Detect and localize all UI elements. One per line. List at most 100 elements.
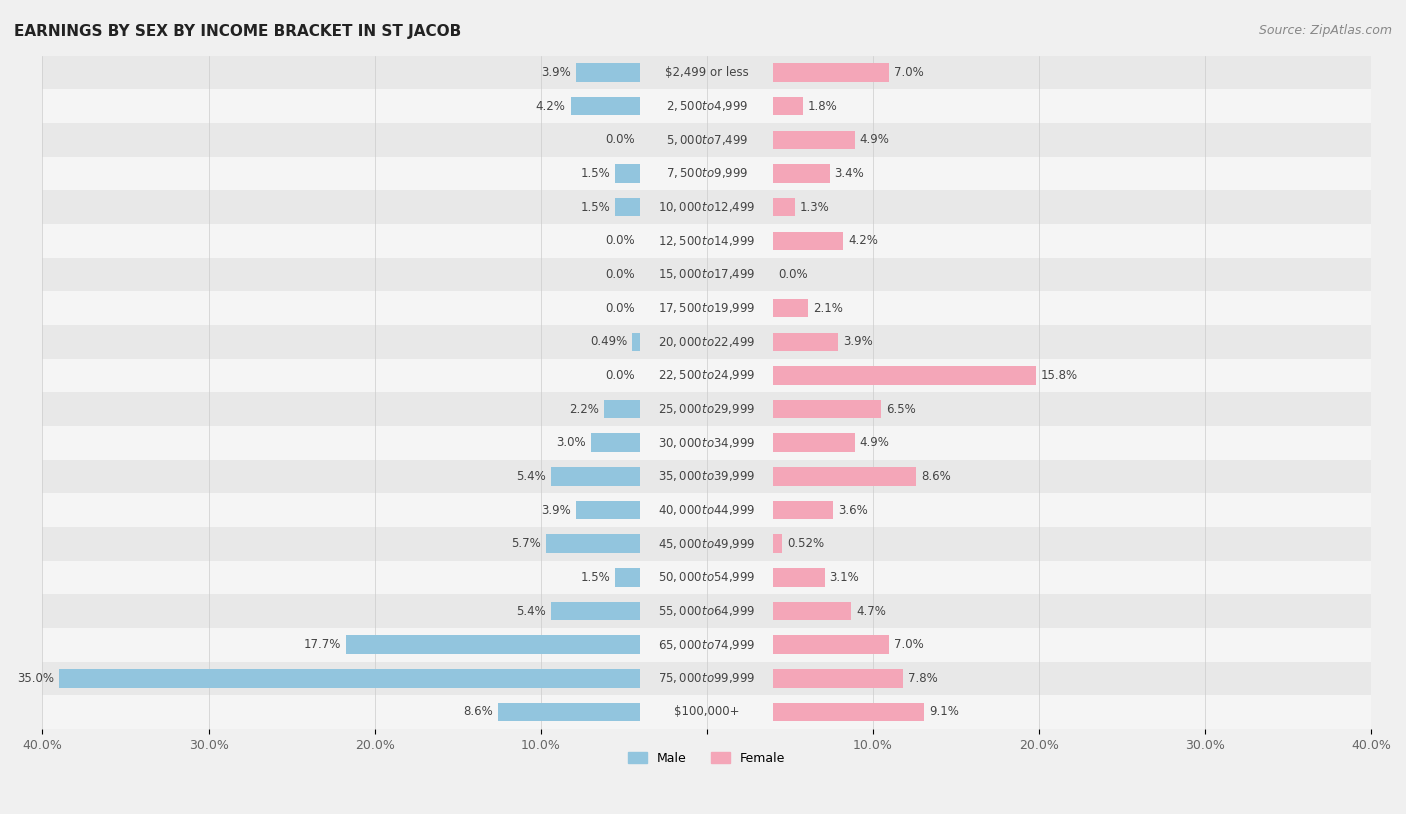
Text: 1.5%: 1.5%: [581, 167, 610, 180]
Text: EARNINGS BY SEX BY INCOME BRACKET IN ST JACOB: EARNINGS BY SEX BY INCOME BRACKET IN ST …: [14, 24, 461, 39]
Text: 8.6%: 8.6%: [921, 470, 950, 483]
Text: 4.2%: 4.2%: [536, 99, 565, 112]
Text: 5.4%: 5.4%: [516, 605, 546, 618]
Bar: [42, 460, 1371, 493]
Text: $50,000 to $54,999: $50,000 to $54,999: [658, 571, 755, 584]
Bar: [42, 662, 1371, 695]
Bar: [42, 190, 1371, 224]
Text: $22,500 to $24,999: $22,500 to $24,999: [658, 369, 755, 383]
Text: 0.0%: 0.0%: [606, 369, 636, 382]
Bar: [42, 527, 1371, 561]
Text: $40,000 to $44,999: $40,000 to $44,999: [658, 503, 755, 517]
Text: $25,000 to $29,999: $25,000 to $29,999: [658, 402, 755, 416]
Bar: [616, 568, 640, 587]
Bar: [42, 426, 1371, 460]
Bar: [346, 636, 640, 654]
Bar: [42, 156, 1371, 190]
Bar: [773, 501, 832, 519]
Text: 1.5%: 1.5%: [581, 200, 610, 213]
Bar: [773, 63, 890, 81]
Text: 0.0%: 0.0%: [606, 133, 636, 147]
Bar: [546, 535, 640, 553]
Text: 3.9%: 3.9%: [541, 504, 571, 517]
Bar: [42, 224, 1371, 258]
Bar: [575, 501, 640, 519]
Text: 17.7%: 17.7%: [304, 638, 342, 651]
Text: 3.9%: 3.9%: [844, 335, 873, 348]
Bar: [773, 669, 903, 688]
Text: $5,000 to $7,499: $5,000 to $7,499: [665, 133, 748, 147]
Text: 1.3%: 1.3%: [800, 200, 830, 213]
Bar: [42, 258, 1371, 291]
Text: 8.6%: 8.6%: [463, 706, 492, 719]
Text: 35.0%: 35.0%: [17, 672, 53, 685]
Bar: [773, 467, 917, 486]
Bar: [42, 90, 1371, 123]
Text: 3.9%: 3.9%: [541, 66, 571, 79]
Bar: [603, 400, 640, 418]
Text: $10,000 to $12,499: $10,000 to $12,499: [658, 200, 755, 214]
Legend: Male, Female: Male, Female: [623, 746, 790, 770]
Text: 0.0%: 0.0%: [606, 234, 636, 247]
Bar: [42, 628, 1371, 662]
Bar: [633, 332, 640, 351]
Bar: [571, 97, 640, 116]
Text: $2,500 to $4,999: $2,500 to $4,999: [665, 99, 748, 113]
Text: 0.0%: 0.0%: [606, 302, 636, 315]
Text: 0.0%: 0.0%: [778, 268, 808, 281]
Text: 5.7%: 5.7%: [510, 537, 541, 550]
Text: $17,500 to $19,999: $17,500 to $19,999: [658, 301, 755, 315]
Text: $7,500 to $9,999: $7,500 to $9,999: [665, 167, 748, 181]
Text: 7.8%: 7.8%: [908, 672, 938, 685]
Text: 4.9%: 4.9%: [859, 436, 890, 449]
Text: 2.2%: 2.2%: [569, 403, 599, 416]
Text: $12,500 to $14,999: $12,500 to $14,999: [658, 234, 755, 247]
Text: Source: ZipAtlas.com: Source: ZipAtlas.com: [1258, 24, 1392, 37]
Bar: [773, 332, 838, 351]
Text: 4.7%: 4.7%: [856, 605, 886, 618]
Bar: [773, 366, 1036, 385]
Bar: [773, 164, 830, 183]
Text: 3.0%: 3.0%: [555, 436, 585, 449]
Text: 15.8%: 15.8%: [1040, 369, 1078, 382]
Bar: [59, 669, 640, 688]
Bar: [498, 702, 640, 721]
Text: $35,000 to $39,999: $35,000 to $39,999: [658, 470, 755, 484]
Bar: [773, 535, 782, 553]
Text: 3.1%: 3.1%: [830, 571, 859, 584]
Bar: [551, 467, 640, 486]
Bar: [591, 434, 640, 452]
Bar: [42, 493, 1371, 527]
Text: 1.8%: 1.8%: [808, 99, 838, 112]
Text: 0.52%: 0.52%: [787, 537, 824, 550]
Bar: [773, 198, 794, 217]
Text: $65,000 to $74,999: $65,000 to $74,999: [658, 637, 755, 652]
Text: 3.4%: 3.4%: [835, 167, 865, 180]
Text: 0.0%: 0.0%: [606, 268, 636, 281]
Bar: [42, 123, 1371, 156]
Bar: [773, 231, 844, 250]
Bar: [773, 400, 882, 418]
Text: 6.5%: 6.5%: [886, 403, 915, 416]
Text: 3.6%: 3.6%: [838, 504, 868, 517]
Bar: [773, 97, 803, 116]
Bar: [575, 63, 640, 81]
Bar: [42, 359, 1371, 392]
Bar: [616, 198, 640, 217]
Bar: [42, 561, 1371, 594]
Bar: [773, 702, 924, 721]
Bar: [616, 164, 640, 183]
Bar: [42, 594, 1371, 628]
Text: 0.49%: 0.49%: [591, 335, 627, 348]
Bar: [42, 291, 1371, 325]
Bar: [773, 434, 855, 452]
Text: $45,000 to $49,999: $45,000 to $49,999: [658, 536, 755, 551]
Bar: [773, 568, 825, 587]
Text: $15,000 to $17,499: $15,000 to $17,499: [658, 268, 755, 282]
Text: $75,000 to $99,999: $75,000 to $99,999: [658, 672, 755, 685]
Text: 4.2%: 4.2%: [848, 234, 877, 247]
Bar: [551, 602, 640, 620]
Text: $100,000+: $100,000+: [673, 706, 740, 719]
Bar: [773, 130, 855, 149]
Bar: [773, 636, 890, 654]
